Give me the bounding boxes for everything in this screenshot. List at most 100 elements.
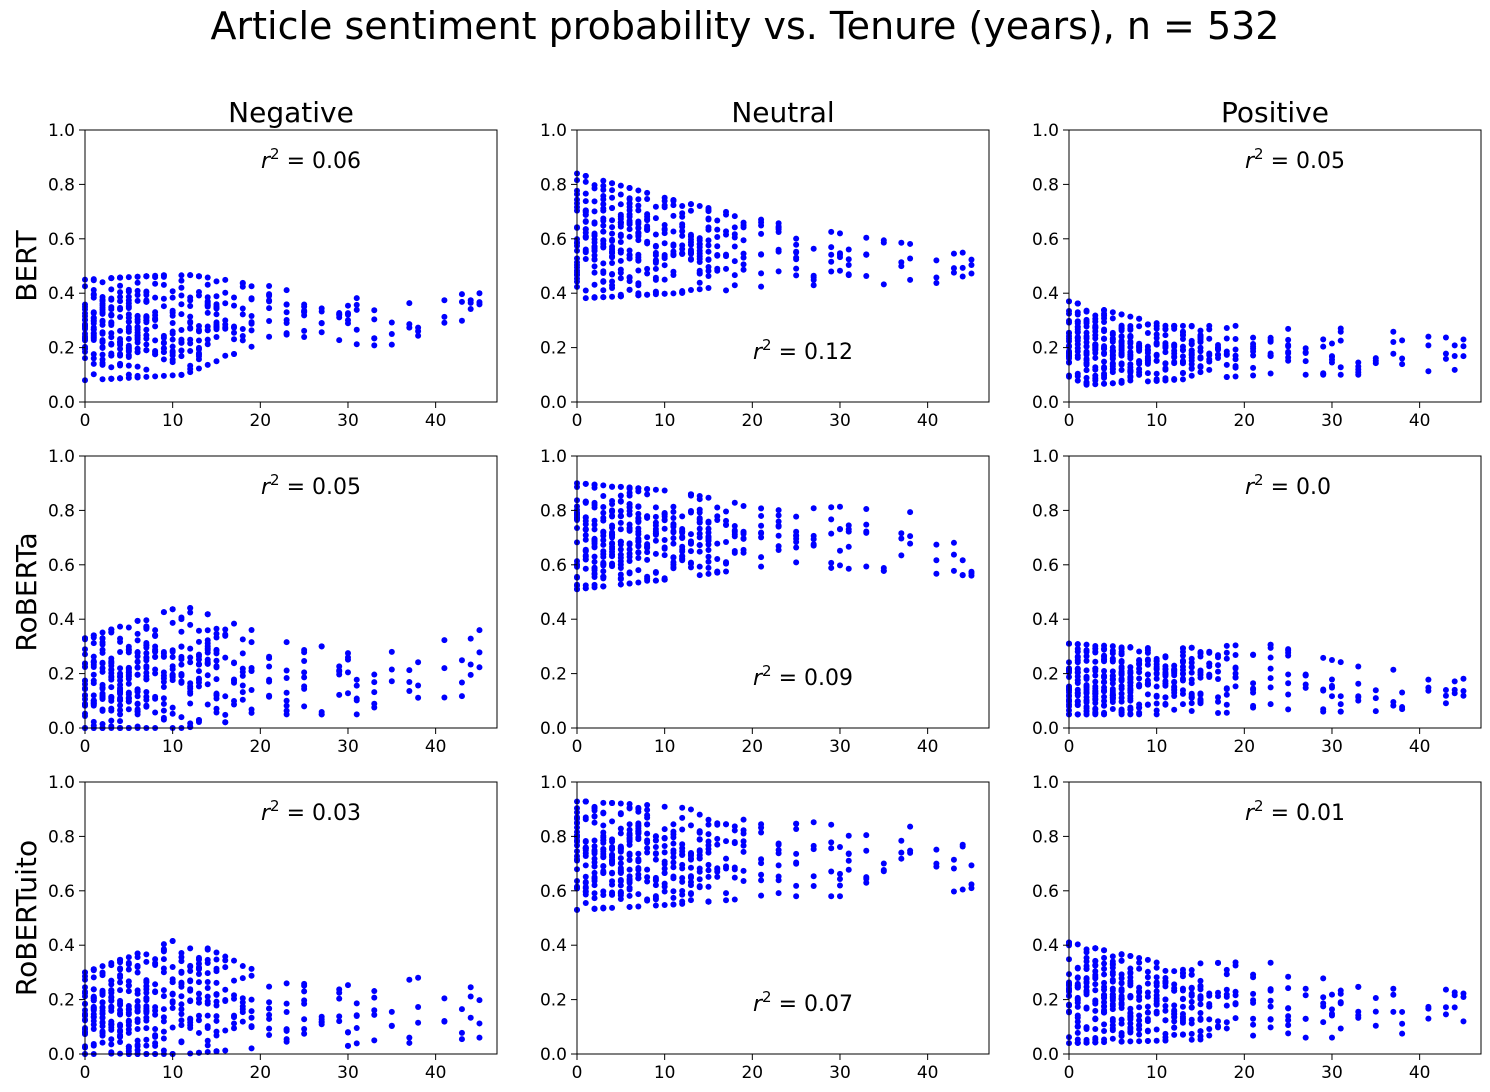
data-point	[178, 672, 185, 679]
data-point	[652, 513, 659, 520]
data-point	[880, 237, 887, 244]
data-point	[195, 954, 202, 961]
data-point	[1083, 657, 1090, 664]
data-point	[1285, 1022, 1292, 1029]
data-point	[582, 514, 589, 521]
data-point	[213, 311, 220, 318]
data-point	[968, 256, 975, 263]
data-point	[99, 1030, 106, 1037]
data-point	[353, 306, 360, 313]
data-point	[266, 1011, 273, 1018]
data-point	[117, 1021, 124, 1028]
data-point	[195, 350, 202, 357]
data-point	[1153, 323, 1160, 330]
data-point	[1223, 971, 1230, 978]
data-point	[134, 693, 141, 700]
y-tick-label: 0.2	[1032, 339, 1059, 359]
data-point	[1083, 949, 1090, 956]
data-point	[1223, 373, 1230, 380]
data-point	[125, 347, 132, 354]
data-point	[1144, 691, 1151, 698]
data-point	[99, 646, 106, 653]
data-point	[248, 639, 255, 646]
data-point	[1171, 678, 1178, 685]
data-point	[652, 203, 659, 210]
data-point	[1215, 694, 1222, 701]
data-point	[670, 864, 677, 871]
data-point	[143, 292, 150, 299]
data-point	[1188, 351, 1195, 358]
data-point	[950, 539, 957, 546]
y-tick-label: 1.0	[48, 447, 75, 467]
data-point	[600, 532, 607, 539]
data-point	[793, 539, 800, 546]
data-point	[1127, 1016, 1134, 1023]
data-point	[880, 565, 887, 571]
data-point	[793, 532, 800, 539]
y-tick-label: 0.4	[540, 610, 567, 630]
r2-annotation: r2 = 0.06	[261, 145, 361, 174]
x-tick-label: 0	[1064, 737, 1075, 757]
data-point	[204, 970, 211, 977]
data-point	[635, 535, 642, 542]
data-point	[353, 326, 360, 333]
data-point	[670, 854, 677, 861]
data-point	[1206, 366, 1213, 373]
data-point	[731, 547, 738, 554]
data-point	[1127, 982, 1134, 989]
data-point	[143, 373, 150, 380]
data-point	[1109, 958, 1116, 965]
data-point	[1285, 691, 1292, 698]
data-point	[1197, 1015, 1204, 1022]
data-point	[731, 527, 738, 534]
data-point	[458, 1036, 465, 1043]
data-point	[1127, 1029, 1134, 1036]
data-point	[582, 480, 589, 487]
data-point	[679, 228, 686, 235]
data-point	[950, 567, 957, 574]
data-point	[898, 552, 905, 559]
data-point	[661, 537, 668, 544]
data-point	[591, 521, 598, 528]
data-point	[301, 703, 308, 710]
data-point	[178, 643, 185, 650]
data-point	[652, 537, 659, 544]
y-tick-label: 0.4	[1032, 610, 1059, 630]
data-point	[758, 877, 765, 884]
data-point	[635, 549, 642, 556]
data-point	[600, 888, 607, 895]
data-point	[187, 690, 194, 697]
data-point	[1250, 680, 1257, 687]
data-point	[169, 294, 176, 301]
data-point	[696, 250, 703, 257]
data-point	[1425, 1015, 1432, 1022]
data-point	[125, 335, 132, 342]
data-point	[661, 194, 668, 201]
r2-annotation: r2 = 0.09	[753, 662, 853, 691]
data-point	[1285, 680, 1292, 687]
data-point	[1101, 656, 1108, 663]
data-point	[617, 860, 624, 867]
data-point	[661, 230, 668, 237]
data-point	[793, 826, 800, 833]
data-point	[1451, 992, 1458, 999]
data-point	[670, 559, 677, 566]
data-point	[1399, 361, 1406, 368]
data-point	[661, 276, 668, 283]
data-point	[406, 679, 413, 686]
data-point	[187, 294, 194, 301]
data-point	[187, 366, 194, 373]
data-point	[591, 269, 598, 276]
data-point	[134, 671, 141, 678]
data-point	[90, 355, 97, 362]
data-point	[125, 954, 132, 961]
data-point	[178, 983, 185, 990]
data-point	[626, 501, 633, 508]
data-point	[1092, 968, 1099, 975]
data-point	[1451, 690, 1458, 697]
row-label-robertuito: RoBERTuito	[10, 840, 43, 996]
data-point	[670, 859, 677, 866]
data-point	[705, 215, 712, 222]
data-point	[1136, 1022, 1143, 1029]
data-point	[1109, 695, 1116, 702]
